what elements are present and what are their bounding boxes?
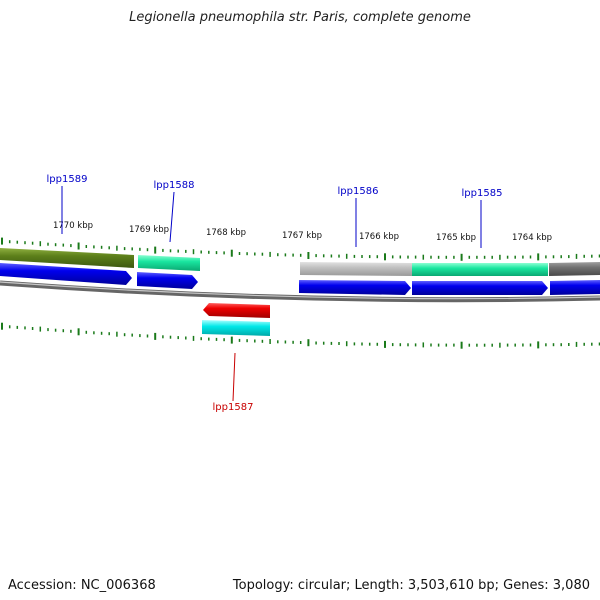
scale-label: 1768 kbp [206, 228, 246, 238]
feature-darkgray[interactable] [549, 262, 600, 276]
scale-label: 1769 kbp [129, 225, 169, 235]
scale-ticks-outer [1, 237, 600, 261]
gene-label-lpp1586[interactable]: lpp1586 [338, 186, 379, 197]
gene-label-lpp1585[interactable]: lpp1585 [462, 188, 503, 199]
cds-forward-arrow-lpp1589[interactable] [0, 263, 132, 285]
cds-reverse-arrow-lpp1587[interactable] [203, 303, 270, 318]
cds-forward-arrow-lpp1588[interactable] [137, 272, 198, 289]
feature-cyan[interactable] [202, 320, 270, 336]
feature-lightgray[interactable] [300, 262, 412, 276]
accession-text: Accession: NC_006368 [8, 578, 156, 593]
gene-leader-line [169, 191, 175, 243]
gene-label-lpp1589[interactable]: lpp1589 [47, 174, 88, 185]
gene-label-lpp1587[interactable]: lpp1587 [213, 402, 254, 413]
genome-summary-text: Topology: circular; Length: 3,503,610 bp… [232, 578, 590, 593]
cds-forward-arrow-lpp1585[interactable] [412, 281, 548, 295]
feature-olive[interactable] [0, 248, 134, 268]
scale-ticks-inner [1, 322, 600, 349]
map-title: Legionella pneumophila str. Paris, compl… [129, 10, 471, 25]
scale-label: 1766 kbp [359, 232, 399, 242]
gene-label-lpp1588[interactable]: lpp1588 [154, 180, 195, 191]
scale-label: 1767 kbp [282, 231, 322, 241]
gene-leader-line [232, 352, 236, 402]
feature-teal[interactable] [138, 255, 200, 271]
scale-label: 1764 kbp [512, 233, 552, 243]
feature-teal[interactable] [412, 263, 548, 276]
cds-forward-arrow[interactable] [550, 280, 600, 295]
cds-forward-arrow-lpp1586[interactable] [299, 280, 411, 295]
scale-label: 1765 kbp [436, 233, 476, 243]
scale-label: 1770 kbp [53, 221, 93, 231]
genome-backbone [0, 280, 600, 303]
